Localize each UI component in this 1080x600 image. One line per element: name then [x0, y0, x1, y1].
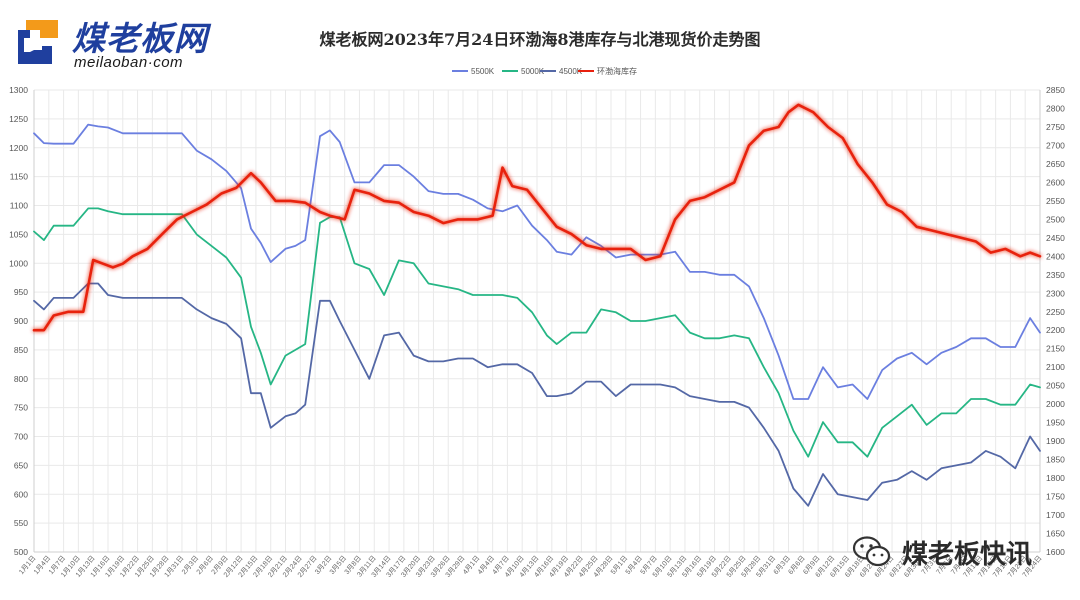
- left-tick-label: 850: [14, 345, 28, 355]
- right-tick-label: 1650: [1046, 529, 1065, 539]
- series-line-5500K: [33, 123, 1041, 400]
- left-tick-label: 750: [14, 403, 28, 413]
- chart-grid: [33, 89, 1041, 553]
- right-tick-label: 2800: [1046, 103, 1065, 113]
- left-tick-label: 1050: [9, 229, 28, 239]
- legend-label: 环渤海库存: [597, 66, 637, 76]
- left-tick-label: 950: [14, 287, 28, 297]
- legend-swatch: [502, 70, 518, 72]
- right-tick-label: 2100: [1046, 362, 1065, 372]
- right-tick-label: 2000: [1046, 399, 1065, 409]
- watermark: 煤老板快讯: [852, 530, 1032, 574]
- right-tick-label: 2650: [1046, 159, 1065, 169]
- right-tick-label: 2700: [1046, 140, 1065, 150]
- right-tick-label: 2500: [1046, 214, 1065, 224]
- right-tick-label: 1900: [1046, 436, 1065, 446]
- series-line-环渤海库存: [32, 103, 1042, 332]
- left-tick-label: 1000: [9, 258, 28, 268]
- right-tick-label: 2250: [1046, 307, 1065, 317]
- chart-title: 煤老板网2023年7月24日环渤海8港库存与北港现货价走势图: [319, 30, 761, 49]
- right-tick-label: 1800: [1046, 473, 1065, 483]
- right-tick-label: 2750: [1046, 122, 1065, 132]
- legend-item: 4500K: [540, 64, 582, 78]
- legend-label: 4500K: [559, 66, 583, 76]
- series-layer: [32, 103, 1042, 507]
- left-tick-label: 600: [14, 489, 28, 499]
- right-tick-label: 2450: [1046, 233, 1065, 243]
- right-tick-label: 2850: [1046, 85, 1065, 95]
- x-axis: 1月1日1月4日1月7日1月10日1月13日1月16日1月19日1月22日1月2…: [17, 554, 1043, 579]
- left-tick-label: 550: [14, 518, 28, 528]
- legend-item: 环渤海库存: [578, 64, 637, 78]
- brand-name: 煤老板网: [72, 19, 208, 58]
- right-tick-label: 1600: [1046, 547, 1065, 557]
- right-tick-label: 2550: [1046, 196, 1065, 206]
- legend-item: 5000K: [502, 64, 544, 78]
- left-tick-label: 650: [14, 460, 28, 470]
- wechat-icon: [852, 536, 891, 567]
- series-line-4500K: [33, 282, 1041, 507]
- brand-logo: 煤老板网 meilaoban·com: [8, 8, 238, 72]
- left-tick-label: 800: [14, 374, 28, 384]
- left-tick-label: 900: [14, 316, 28, 326]
- left-tick-label: 1200: [9, 143, 28, 153]
- right-tick-label: 2150: [1046, 344, 1065, 354]
- right-tick-label: 2400: [1046, 251, 1065, 261]
- legend-swatch: [578, 70, 594, 72]
- right-tick-label: 1700: [1046, 510, 1065, 520]
- legend-item: 5500K: [452, 64, 494, 78]
- right-axis: 1600 1650 1700 1750 1800 1850 1900 1950 2000 2050…: [1046, 85, 1065, 557]
- legend-swatch: [540, 70, 556, 72]
- left-tick-label: 1250: [9, 114, 28, 124]
- watermark-text: 煤老板快讯: [902, 539, 1033, 570]
- right-tick-label: 1750: [1046, 492, 1065, 502]
- left-tick-label: 500: [14, 547, 28, 557]
- brand-site: meilaoban·com: [74, 54, 184, 71]
- right-tick-label: 2200: [1046, 325, 1065, 335]
- right-tick-label: 2350: [1046, 270, 1065, 280]
- right-tick-label: 1850: [1046, 455, 1065, 465]
- legend-label: 5000K: [521, 66, 545, 76]
- right-tick-label: 2300: [1046, 288, 1065, 298]
- left-tick-label: 1300: [9, 85, 28, 95]
- right-tick-label: 2050: [1046, 381, 1065, 391]
- left-axis: 500 550 600 650 700 750 800 850 900 950 1000 1050 11…: [9, 85, 28, 557]
- left-tick-label: 1100: [10, 201, 29, 211]
- left-tick-label: 1150: [10, 172, 29, 182]
- chart-legend: 5500K 5000K 4500K 环渤海库存: [0, 64, 1080, 78]
- brand-logo-icon: [18, 20, 58, 64]
- legend-label: 5500K: [471, 66, 495, 76]
- left-tick-label: 700: [14, 432, 28, 442]
- right-tick-label: 1950: [1046, 418, 1065, 428]
- right-tick-label: 2600: [1046, 177, 1065, 187]
- series-line-5000K: [33, 207, 1041, 458]
- legend-swatch: [452, 70, 468, 72]
